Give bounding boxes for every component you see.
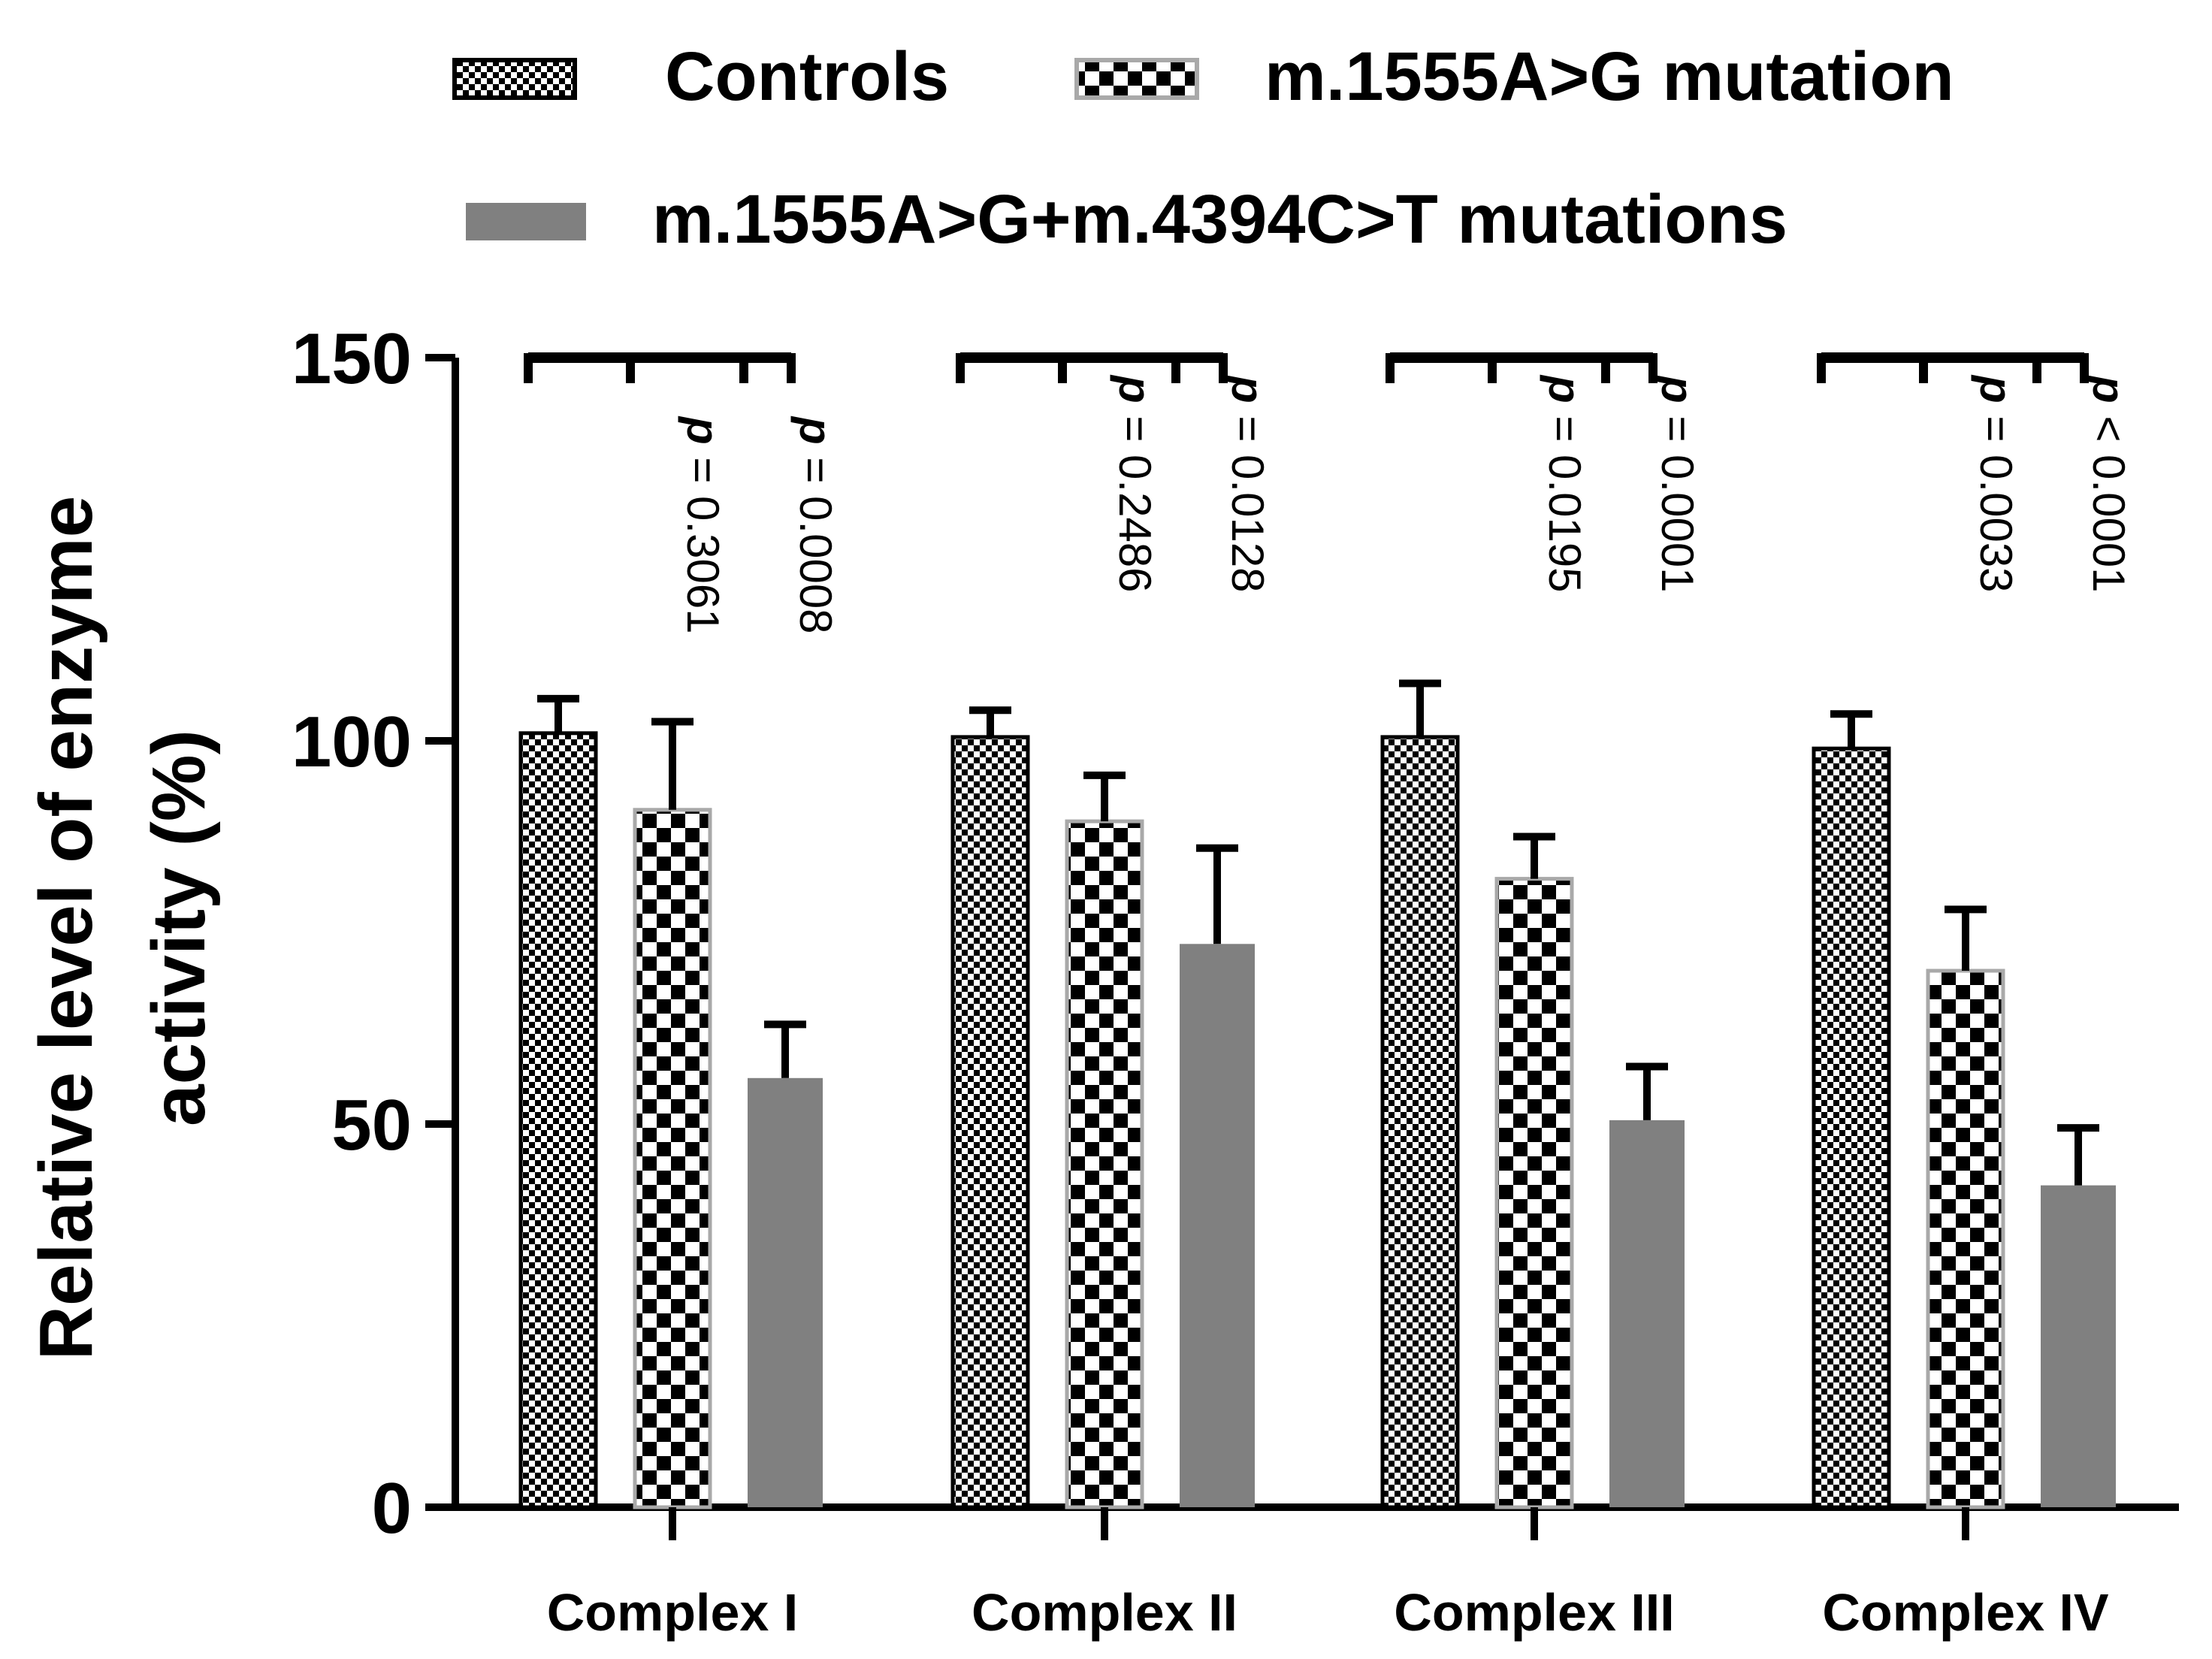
- bar-m1555-m4394: [1609, 1120, 1685, 1507]
- p-value-label: p < 0.0001: [2084, 374, 2134, 593]
- y-axis-title-line-2: activity (%): [137, 730, 221, 1126]
- p-value-text: = 0.0001: [1652, 403, 1703, 593]
- p-value-prefix: p: [790, 416, 841, 445]
- bar-m1555: [1494, 877, 1574, 1509]
- bar-controls: [1812, 746, 1891, 1509]
- p-value-prefix: p: [1652, 374, 1703, 403]
- comparison-brackets: [524, 352, 2089, 383]
- bar-m1555-m4394: [2041, 1185, 2116, 1507]
- bar-m1555: [1065, 819, 1144, 1509]
- p-value-label: p = 0.0033: [1971, 374, 2021, 593]
- p-value-text: = 0.0008: [790, 445, 841, 634]
- legend-swatch-m1555-m4394: [466, 203, 586, 240]
- x-categories: Complex I Complex II Complex III Complex IV: [547, 1507, 2109, 1642]
- p-value-label: p = 0.2486: [1110, 374, 1160, 593]
- y-tick-label: 0: [372, 1468, 412, 1549]
- p-value-prefix: p: [1971, 374, 2021, 403]
- y-tick-label: 100: [292, 702, 412, 782]
- x-category-label: Complex I: [547, 1583, 799, 1642]
- y-tick-label: 50: [331, 1085, 412, 1165]
- p-value-label: p = 0.0008: [790, 416, 841, 634]
- x-category-label: Complex IV: [1822, 1583, 2109, 1642]
- bar-controls: [950, 735, 1030, 1509]
- x-category-label: Complex III: [1394, 1583, 1674, 1642]
- p-value-text: = 0.2486: [1110, 403, 1160, 593]
- bars: [518, 731, 2116, 1509]
- p-value-label: p = 0.0195: [1540, 374, 1590, 593]
- p-value-label: p = 0.0128: [1222, 374, 1273, 593]
- y-ticks: 0 50 100 150: [292, 319, 455, 1549]
- bar-m1555-m4394: [1180, 944, 1255, 1507]
- error-bars: [537, 679, 2099, 1186]
- bar-controls: [518, 731, 598, 1509]
- p-value-prefix: p: [1110, 374, 1160, 403]
- legend-label-controls: Controls: [665, 38, 949, 115]
- p-value-text: = 0.0033: [1971, 403, 2021, 593]
- legend-swatch-controls: [452, 58, 577, 100]
- y-tick-label: 150: [292, 319, 412, 399]
- p-value-text: < 0.0001: [2084, 403, 2134, 593]
- x-category-label: Complex II: [972, 1583, 1237, 1642]
- p-value-text: = 0.0195: [1540, 403, 1590, 593]
- bar-controls: [1380, 735, 1460, 1509]
- p-value-prefix: p: [1540, 374, 1590, 403]
- p-value-text: = 0.0128: [1222, 403, 1273, 593]
- p-value-prefix: p: [1222, 374, 1273, 403]
- p-value-prefix: p: [678, 416, 728, 445]
- p-value-text: = 0.3061: [678, 445, 728, 634]
- legend-label-m1555: m.1555A>G mutation: [1265, 38, 1954, 115]
- y-axis-title-line-1: Relative level of enzyme: [24, 496, 108, 1361]
- p-value-label: p = 0.3061: [678, 416, 728, 634]
- p-value-prefix: p: [2084, 374, 2134, 403]
- bar-m1555: [633, 808, 712, 1509]
- y-axis-title: Relative level of enzyme activity (%): [24, 496, 221, 1361]
- legend-swatch-m1555: [1074, 58, 1199, 100]
- bar-m1555-m4394: [748, 1077, 823, 1507]
- legend-label-m1555-m4394: m.1555A>G+m.4394C>T mutations: [652, 181, 1787, 258]
- bar-m1555: [1926, 969, 2005, 1509]
- p-value-label: p = 0.0001: [1652, 374, 1703, 593]
- legend: Controls m.1555A>G mutation m.1555A>G+m.…: [452, 38, 1954, 258]
